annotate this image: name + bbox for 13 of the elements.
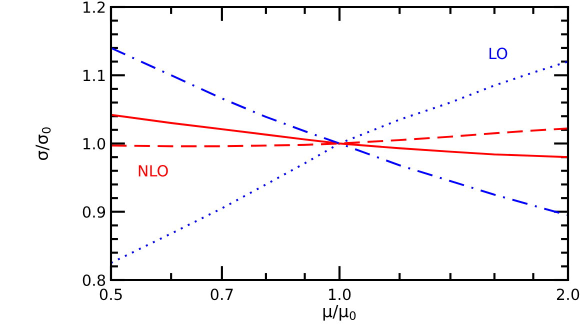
y-tick-label: 0.9 xyxy=(82,206,106,218)
x-tick-label: 1.0 xyxy=(329,288,351,300)
y-axis-title: σ/σ$_{0}$ xyxy=(36,127,51,160)
x-tick-label: 0.5 xyxy=(100,288,122,300)
annotation: NLO xyxy=(138,165,168,177)
y-tick-label: 1.2 xyxy=(84,1,105,13)
x-tick-label: 2.0 xyxy=(556,288,580,300)
x-axis-title: μ/μ$_{0}$ xyxy=(323,304,356,321)
y-tick-label: 0.8 xyxy=(82,274,106,286)
y-tick-label: 1.1 xyxy=(84,70,105,82)
y-tick-label: 1.0 xyxy=(84,138,106,150)
annotation: LO xyxy=(490,48,508,60)
x-tick-label: 0.7 xyxy=(210,288,233,300)
